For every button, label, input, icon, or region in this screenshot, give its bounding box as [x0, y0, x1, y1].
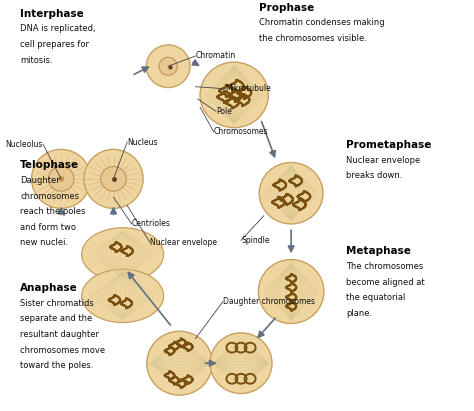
Text: Daughter chromosomes: Daughter chromosomes [223, 297, 315, 306]
Text: Chromatin: Chromatin [195, 51, 236, 60]
Ellipse shape [210, 333, 272, 393]
Text: new nuclei.: new nuclei. [20, 238, 68, 247]
Text: Prophase: Prophase [259, 3, 314, 13]
Text: Nucleolus: Nucleolus [6, 140, 43, 148]
Text: and form two: and form two [20, 223, 76, 232]
Text: mitosis.: mitosis. [20, 55, 53, 65]
Text: become aligned at: become aligned at [346, 277, 424, 286]
Ellipse shape [58, 176, 64, 182]
Ellipse shape [147, 331, 212, 395]
Text: Daughter: Daughter [20, 176, 60, 185]
Ellipse shape [84, 149, 143, 208]
Text: Telophase: Telophase [20, 160, 79, 171]
Text: Prometaphase: Prometaphase [346, 140, 431, 150]
Ellipse shape [48, 166, 74, 191]
Text: Chromatin condenses making: Chromatin condenses making [259, 18, 385, 27]
Text: Metaphase: Metaphase [346, 247, 410, 256]
Text: the chromosomes visible.: the chromosomes visible. [259, 34, 367, 43]
Text: Spindle: Spindle [241, 236, 270, 245]
Ellipse shape [159, 57, 177, 75]
Ellipse shape [259, 162, 323, 224]
Text: Interphase: Interphase [20, 9, 84, 19]
Text: resultant daughter: resultant daughter [20, 330, 99, 339]
Text: Mikrotubule: Mikrotubule [225, 84, 271, 93]
Text: The chromosomes: The chromosomes [346, 262, 423, 271]
Ellipse shape [200, 62, 268, 128]
Text: the equatorial: the equatorial [346, 293, 405, 302]
Text: Nuclear envelope: Nuclear envelope [150, 238, 217, 247]
Text: Nucleus: Nucleus [127, 138, 158, 146]
Text: Chromosomes: Chromosomes [214, 127, 268, 136]
Ellipse shape [32, 149, 91, 208]
Text: Nuclear envelope: Nuclear envelope [346, 155, 420, 164]
Text: chromosomes move: chromosomes move [20, 346, 105, 355]
Ellipse shape [101, 166, 126, 191]
Text: separate and the: separate and the [20, 314, 92, 323]
Text: Centrioles: Centrioles [132, 219, 171, 229]
Text: DNA is replicated,: DNA is replicated, [20, 24, 96, 33]
Ellipse shape [146, 45, 190, 88]
Text: plane.: plane. [346, 309, 372, 318]
Text: breaks down.: breaks down. [346, 171, 402, 180]
Text: Pole: Pole [216, 107, 232, 116]
Ellipse shape [82, 269, 164, 323]
Text: Anaphase: Anaphase [20, 283, 78, 293]
Text: cell prepares for: cell prepares for [20, 40, 89, 49]
Text: Sister chromatids: Sister chromatids [20, 299, 94, 308]
Ellipse shape [82, 228, 164, 281]
Text: reach the poles: reach the poles [20, 207, 85, 216]
Text: toward the poles.: toward the poles. [20, 361, 93, 370]
Text: chromosomes: chromosomes [20, 192, 79, 201]
Ellipse shape [258, 260, 324, 323]
